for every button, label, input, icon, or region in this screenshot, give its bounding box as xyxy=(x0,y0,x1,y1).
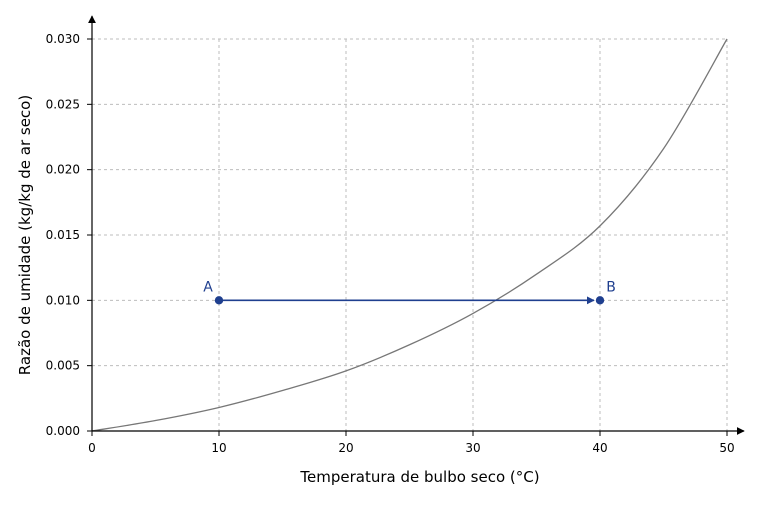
grid-lines xyxy=(92,38,728,431)
x-tick-label-1: 10 xyxy=(211,441,226,455)
y-tick-label-3: 0.015 xyxy=(46,228,80,242)
y-tick-label-6: 0.030 xyxy=(46,32,80,46)
x-axis-title: Temperatura de bulbo seco (°C) xyxy=(299,468,539,486)
axes xyxy=(88,15,745,435)
y-tick-label-2: 0.010 xyxy=(46,293,80,307)
saturation-curve xyxy=(91,38,728,432)
point-label-b: B xyxy=(606,279,616,295)
point-a xyxy=(214,296,224,305)
y-tick-label-5: 0.025 xyxy=(46,97,80,111)
x-tick-label-4: 40 xyxy=(592,441,607,455)
point-label-a: A xyxy=(203,279,213,295)
point-b xyxy=(595,296,605,305)
tick-labels: 0 10 20 30 40 50 0.000 0.005 0.010 0.015 0.020 0.02… xyxy=(46,32,735,455)
x-tick-label-3: 30 xyxy=(465,441,480,455)
x-tick-label-0: 0 xyxy=(88,441,96,455)
y-tick-label-4: 0.020 xyxy=(46,163,80,177)
x-tick-label-2: 20 xyxy=(338,441,353,455)
y-tick-label-1: 0.005 xyxy=(46,359,80,373)
y-axis-title: Razão de umidade (kg/kg de ar seco) xyxy=(16,95,34,375)
y-tick-label-0: 0.000 xyxy=(46,424,80,438)
x-tick-label-5: 50 xyxy=(719,441,734,455)
